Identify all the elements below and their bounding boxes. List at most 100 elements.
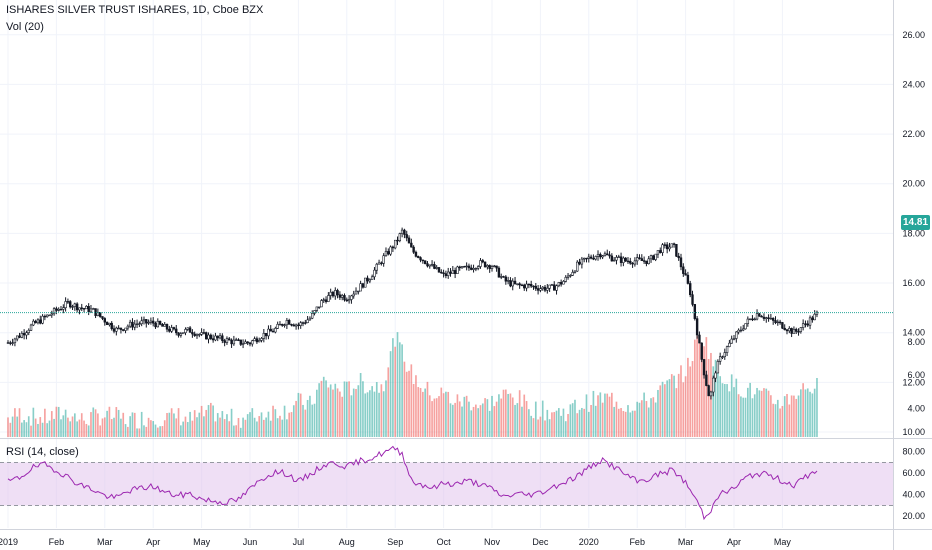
candle-body — [370, 276, 374, 280]
candle-body — [138, 323, 141, 325]
volume-bar — [7, 417, 9, 437]
candle-body — [283, 324, 286, 326]
volume-bar — [415, 375, 417, 437]
volume-bar — [339, 391, 341, 437]
candle-body — [751, 318, 754, 321]
candle-body — [103, 318, 107, 323]
volume-bar — [92, 407, 95, 437]
candle-body — [730, 338, 733, 344]
candle-body — [29, 324, 33, 331]
candle-body — [490, 266, 494, 269]
volume-bar — [80, 413, 83, 437]
volume-bar — [682, 382, 685, 437]
candle-body — [481, 260, 484, 263]
candle-body — [718, 356, 722, 362]
candle-body — [359, 283, 362, 292]
date-tick-label: Sep — [387, 537, 403, 547]
volume-bar — [382, 391, 385, 437]
volume-bar — [90, 412, 92, 437]
volume-bar — [477, 408, 480, 437]
volume-bar — [440, 387, 443, 437]
candle-body — [398, 233, 402, 241]
date-tick-label: Oct — [437, 537, 452, 547]
price-tick-label: 18.00 — [902, 228, 925, 238]
candle-body — [631, 262, 634, 265]
volume-bar — [664, 384, 666, 437]
candle-body — [633, 260, 637, 265]
candle-body — [553, 284, 556, 291]
candle-body — [135, 323, 139, 326]
volume-bar — [470, 410, 473, 437]
candle-body — [221, 335, 224, 341]
volume-bar — [228, 421, 231, 437]
volume-bar — [534, 401, 537, 437]
volume-bar — [495, 401, 498, 437]
volume-bar — [551, 412, 553, 437]
candle-body — [260, 338, 263, 341]
candle-body — [172, 327, 176, 330]
volume-bar — [405, 371, 408, 437]
volume-bar — [583, 408, 586, 437]
volume-bar — [143, 425, 145, 437]
volume-bar — [502, 389, 505, 437]
volume-bar — [684, 376, 687, 437]
volume-bar — [571, 403, 574, 437]
volume-bar — [313, 403, 316, 437]
candle-body — [435, 267, 438, 269]
candle-body — [20, 333, 24, 338]
volume-bar — [156, 427, 159, 437]
candle-body — [384, 251, 388, 257]
volume-bar — [486, 399, 489, 437]
candle-body — [559, 282, 563, 285]
candle-body — [142, 319, 146, 322]
candle-body — [45, 314, 49, 318]
candle-body — [665, 244, 669, 250]
volume-bar — [189, 411, 191, 437]
candle-body — [274, 328, 277, 333]
volume-bar — [131, 412, 134, 437]
volume-bar — [396, 332, 399, 437]
candle-body — [571, 272, 574, 276]
volume-bar — [69, 421, 72, 437]
volume-bar — [87, 425, 90, 437]
candle-body — [555, 285, 558, 291]
volume-bar — [348, 381, 350, 437]
candle-body — [460, 266, 464, 269]
volume-bar — [809, 391, 811, 437]
volume-bar — [260, 412, 263, 437]
volume-bar — [793, 395, 795, 437]
candle-body — [382, 255, 385, 264]
candle-body — [419, 257, 422, 261]
price-tick-label: 24.00 — [902, 79, 925, 89]
volume-bar — [336, 388, 339, 437]
candle-body — [193, 333, 196, 336]
volume-bar — [751, 398, 754, 437]
volume-bar — [50, 411, 53, 437]
volume-bar — [265, 417, 267, 437]
volume-bar — [147, 417, 150, 437]
volume-bar — [230, 408, 233, 437]
volume-bar — [564, 421, 567, 437]
volume-bar — [518, 390, 521, 437]
candle-body — [218, 335, 222, 339]
volume-bar — [258, 416, 261, 437]
volume-bar — [650, 398, 652, 437]
volume-bar — [417, 387, 420, 437]
candle-body — [504, 276, 508, 282]
volume-bar — [539, 416, 542, 437]
volume-bar — [357, 385, 360, 437]
candle-body — [428, 264, 431, 267]
candle-body — [423, 260, 427, 264]
candle-body — [16, 335, 19, 340]
candle-body — [101, 316, 104, 319]
candle-body — [529, 284, 533, 287]
candle-body — [338, 294, 342, 298]
candle-body — [126, 325, 130, 329]
volume-bar — [94, 409, 97, 437]
candle-body — [198, 334, 201, 336]
candle-body — [43, 315, 47, 318]
last-price-badge[interactable]: 14.81 — [901, 215, 930, 230]
volume-bar — [306, 399, 309, 437]
candle-body — [437, 267, 441, 273]
